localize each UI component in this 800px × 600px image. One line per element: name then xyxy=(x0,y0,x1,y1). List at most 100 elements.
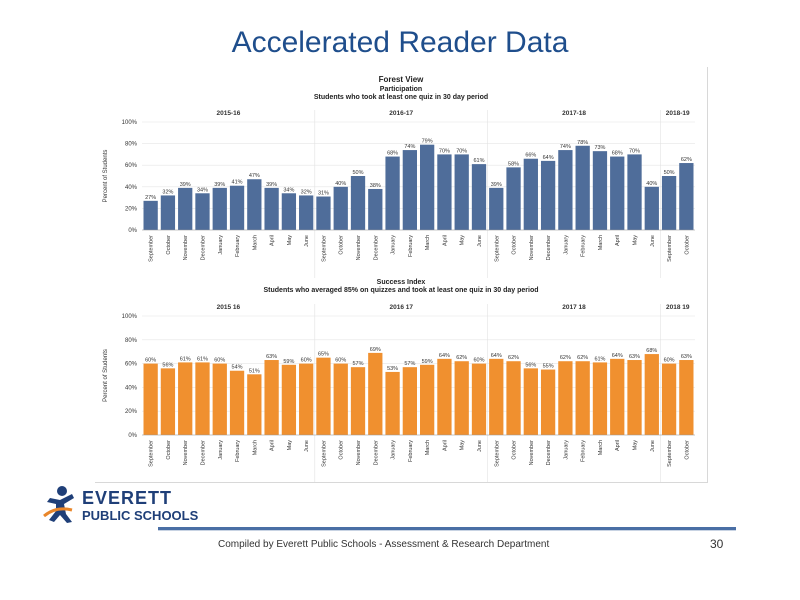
participation-x-tick-label: November xyxy=(529,235,535,261)
participation-x-tick-label: June xyxy=(304,235,310,247)
charts-svg: 0% 20% 40% 60% 80% 100% Percent of Students 201… xyxy=(103,110,695,482)
participation-bar-data-label: 39% xyxy=(214,182,225,188)
participation-bar xyxy=(610,156,625,230)
participation-bar xyxy=(592,151,608,230)
participation-x-tick-label: June xyxy=(650,235,656,247)
success-bar-data-label: 60% xyxy=(664,358,675,364)
participation-x-tick-label: April xyxy=(442,235,448,246)
success-bar-data-label: 57% xyxy=(404,361,415,367)
participation-bar xyxy=(229,185,245,230)
success-bar xyxy=(540,369,556,435)
success-bar xyxy=(316,357,331,435)
participation-bar-data-label: 31% xyxy=(318,191,329,197)
success-x-tick-label: March xyxy=(425,440,431,455)
participation-x-tick-label: June xyxy=(477,235,483,247)
success-bar xyxy=(212,363,227,435)
success-x-tick-label: June xyxy=(304,440,310,452)
participation-bar-data-label: 32% xyxy=(162,189,173,195)
success-x-tick-label: October xyxy=(512,440,518,460)
success-bar-data-label: 64% xyxy=(491,353,502,359)
success-bar-data-label: 68% xyxy=(646,348,657,354)
participation-bar xyxy=(264,187,279,230)
success-x-tick-label: January xyxy=(391,440,397,460)
success-x-tick-label: April xyxy=(270,440,276,451)
participation-x-tick-label: October xyxy=(166,235,172,255)
success-year-label: 2017 18 xyxy=(562,304,586,311)
logo-text-bottom: PUBLIC SCHOOLS xyxy=(82,508,199,523)
participation-bar-data-label: 40% xyxy=(335,181,346,187)
participation-bar xyxy=(143,200,158,230)
participation-bar-data-label: 66% xyxy=(525,153,536,159)
footer-divider-light xyxy=(158,530,736,531)
participation-y-tick-label: 100% xyxy=(122,120,138,126)
success-x-tick-label: March xyxy=(252,440,258,455)
success-bar xyxy=(178,362,193,435)
success-bar xyxy=(454,361,469,435)
success-bar-data-label: 64% xyxy=(612,353,623,359)
success-bar xyxy=(644,354,659,435)
success-bar-data-label: 56% xyxy=(525,362,536,368)
success-bar xyxy=(385,371,400,435)
success-x-tick-label: April xyxy=(442,440,448,451)
dashboard-panel: Forest View Participation Students who t… xyxy=(95,67,708,483)
success-bar xyxy=(195,362,210,435)
success-bar xyxy=(592,362,608,435)
success-x-tick-label: November xyxy=(529,440,535,466)
participation-bar xyxy=(558,150,573,230)
district-logo: EVERETT PUBLIC SCHOOLS xyxy=(42,484,242,526)
success-bar xyxy=(506,361,521,435)
success-bar xyxy=(627,360,642,435)
success-x-tick-label: September xyxy=(494,440,500,467)
participation-x-tick-label: March xyxy=(252,235,258,250)
success-bar xyxy=(679,360,694,435)
participation-bar xyxy=(402,150,417,230)
participation-bar xyxy=(437,154,452,230)
success-x-tick-label: October xyxy=(684,440,690,460)
success-bar-data-label: 53% xyxy=(387,366,398,372)
participation-bar-data-label: 39% xyxy=(491,182,502,188)
participation-bar xyxy=(506,167,521,230)
success-bar-data-label: 64% xyxy=(439,353,450,359)
participation-x-tick-label: March xyxy=(425,235,431,250)
success-x-tick-label: February xyxy=(235,440,241,462)
success-bar-data-label: 59% xyxy=(422,359,433,365)
logo-text-top: EVERETT xyxy=(82,488,173,508)
participation-x-tick-label: April xyxy=(270,235,276,246)
success-bar xyxy=(610,358,625,435)
success-bar-data-label: 62% xyxy=(560,355,571,361)
success-y-tick-label: 60% xyxy=(125,362,138,368)
participation-bar-data-label: 73% xyxy=(594,145,605,151)
success-y-tick-label: 20% xyxy=(125,409,138,415)
success-bar xyxy=(471,363,487,435)
success-bar-data-label: 59% xyxy=(283,359,294,365)
participation-bar xyxy=(299,195,314,230)
success-x-tick-label: June xyxy=(477,440,483,452)
participation-x-tick-label: November xyxy=(356,235,362,261)
participation-year-label: 2016-17 xyxy=(389,110,413,117)
participation-bar xyxy=(316,196,331,230)
participation-bar xyxy=(471,164,487,230)
success-bar xyxy=(489,358,504,435)
success-x-tick-label: April xyxy=(615,440,621,451)
success-year-label: 2018 19 xyxy=(666,304,690,311)
footer-credit: Compiled by Everett Public Schools - Ass… xyxy=(218,539,550,550)
success-bar xyxy=(437,358,452,435)
success-bar xyxy=(368,352,383,435)
participation-bar-data-label: 38% xyxy=(370,183,381,189)
participation-x-tick-label: February xyxy=(235,235,241,257)
participation-bar-data-label: 64% xyxy=(543,155,554,161)
participation-bar xyxy=(627,154,642,230)
participation-bar-data-label: 41% xyxy=(232,180,243,186)
participation-bar-data-label: 68% xyxy=(612,151,623,157)
success-year-label: 2015 16 xyxy=(217,304,241,311)
success-subtitle: Students who averaged 85% on quizzes and… xyxy=(263,287,539,294)
participation-x-tick-label: December xyxy=(200,235,206,261)
success-x-tick-label: December xyxy=(373,440,379,466)
participation-bar-data-label: 74% xyxy=(560,144,571,150)
participation-bar-data-label: 47% xyxy=(249,173,260,179)
participation-bar-data-label: 70% xyxy=(439,148,450,154)
participation-x-tick-label: September xyxy=(321,235,327,262)
participation-y-tick-label: 40% xyxy=(125,185,138,191)
participation-bar-data-label: 50% xyxy=(664,170,675,176)
success-x-tick-label: October xyxy=(166,440,172,460)
